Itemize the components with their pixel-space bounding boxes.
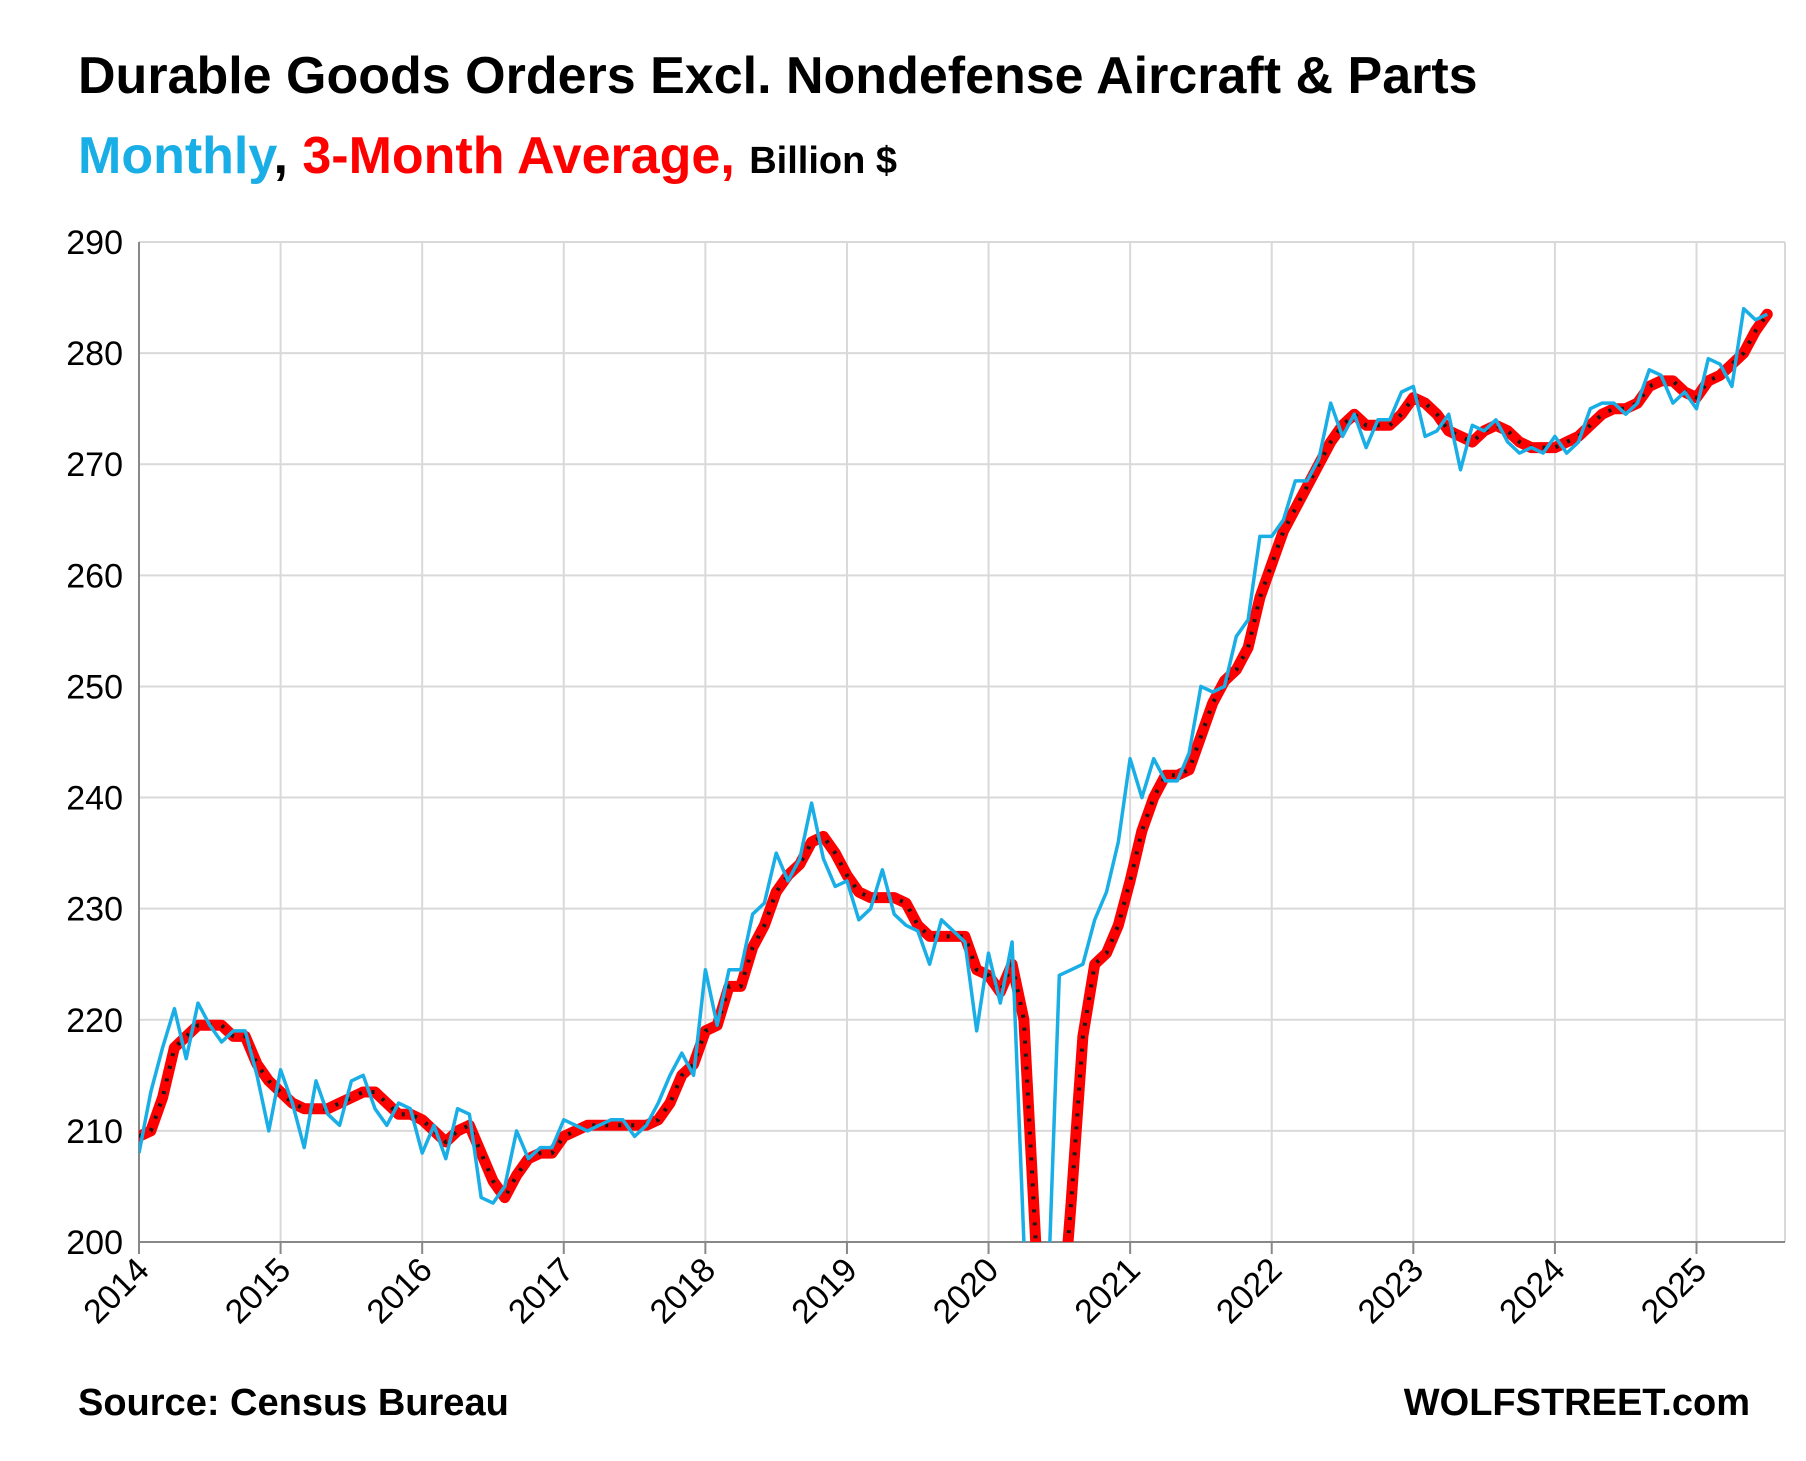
y-tick-label: 210 xyxy=(66,1113,123,1151)
subtitle-average: 3-Month Average, xyxy=(302,127,735,185)
source-label: Source: Census Bureau xyxy=(78,1382,509,1424)
series-3-month-average-line xyxy=(139,308,1773,1242)
x-tick-label: 2018 xyxy=(643,1251,723,1331)
y-tick-label: 270 xyxy=(66,446,123,484)
y-tick-label: 200 xyxy=(66,1224,123,1262)
chart-subtitle: Monthly, 3-Month Average, Billion $ xyxy=(78,126,897,186)
x-tick-label: 2024 xyxy=(1492,1251,1572,1331)
x-tick-label: 2016 xyxy=(359,1251,439,1331)
series-group xyxy=(139,306,1773,1242)
y-tick-label: 290 xyxy=(66,224,123,262)
brand-label: WOLFSTREET.com xyxy=(1403,1382,1750,1424)
y-tick-label: 230 xyxy=(66,891,123,929)
y-tick-label: 250 xyxy=(66,668,123,706)
x-tick-label: 2021 xyxy=(1067,1251,1147,1331)
chart-title: Durable Goods Orders Excl. Nondefense Ai… xyxy=(78,47,1478,105)
gridlines xyxy=(138,241,1786,1243)
subtitle-unit: Billion $ xyxy=(749,140,898,182)
x-tick-label: 2015 xyxy=(218,1251,298,1331)
series-3-month-average-dots xyxy=(139,313,1769,1242)
subtitle-separator: , xyxy=(273,127,288,185)
x-tick-label: 2020 xyxy=(926,1251,1006,1331)
y-tick-label: 260 xyxy=(66,557,123,595)
y-tick-label: 280 xyxy=(66,335,123,373)
x-tick-label: 2025 xyxy=(1634,1251,1714,1331)
x-tick-label: 2022 xyxy=(1209,1251,1289,1331)
x-tick-label: 2014 xyxy=(76,1251,156,1331)
axes: 200 210 220 230 240 250 260 270 280 290 2014 2015 20… xyxy=(66,224,1785,1331)
y-tick-label: 240 xyxy=(66,780,123,818)
x-tick-label: 2019 xyxy=(784,1251,864,1331)
x-tick-label: 2017 xyxy=(501,1251,581,1331)
y-tick-label: 220 xyxy=(66,1002,123,1040)
subtitle-monthly: Monthly xyxy=(78,127,274,185)
x-tick-label: 2023 xyxy=(1351,1251,1431,1331)
series-monthly-line xyxy=(139,306,1769,1242)
